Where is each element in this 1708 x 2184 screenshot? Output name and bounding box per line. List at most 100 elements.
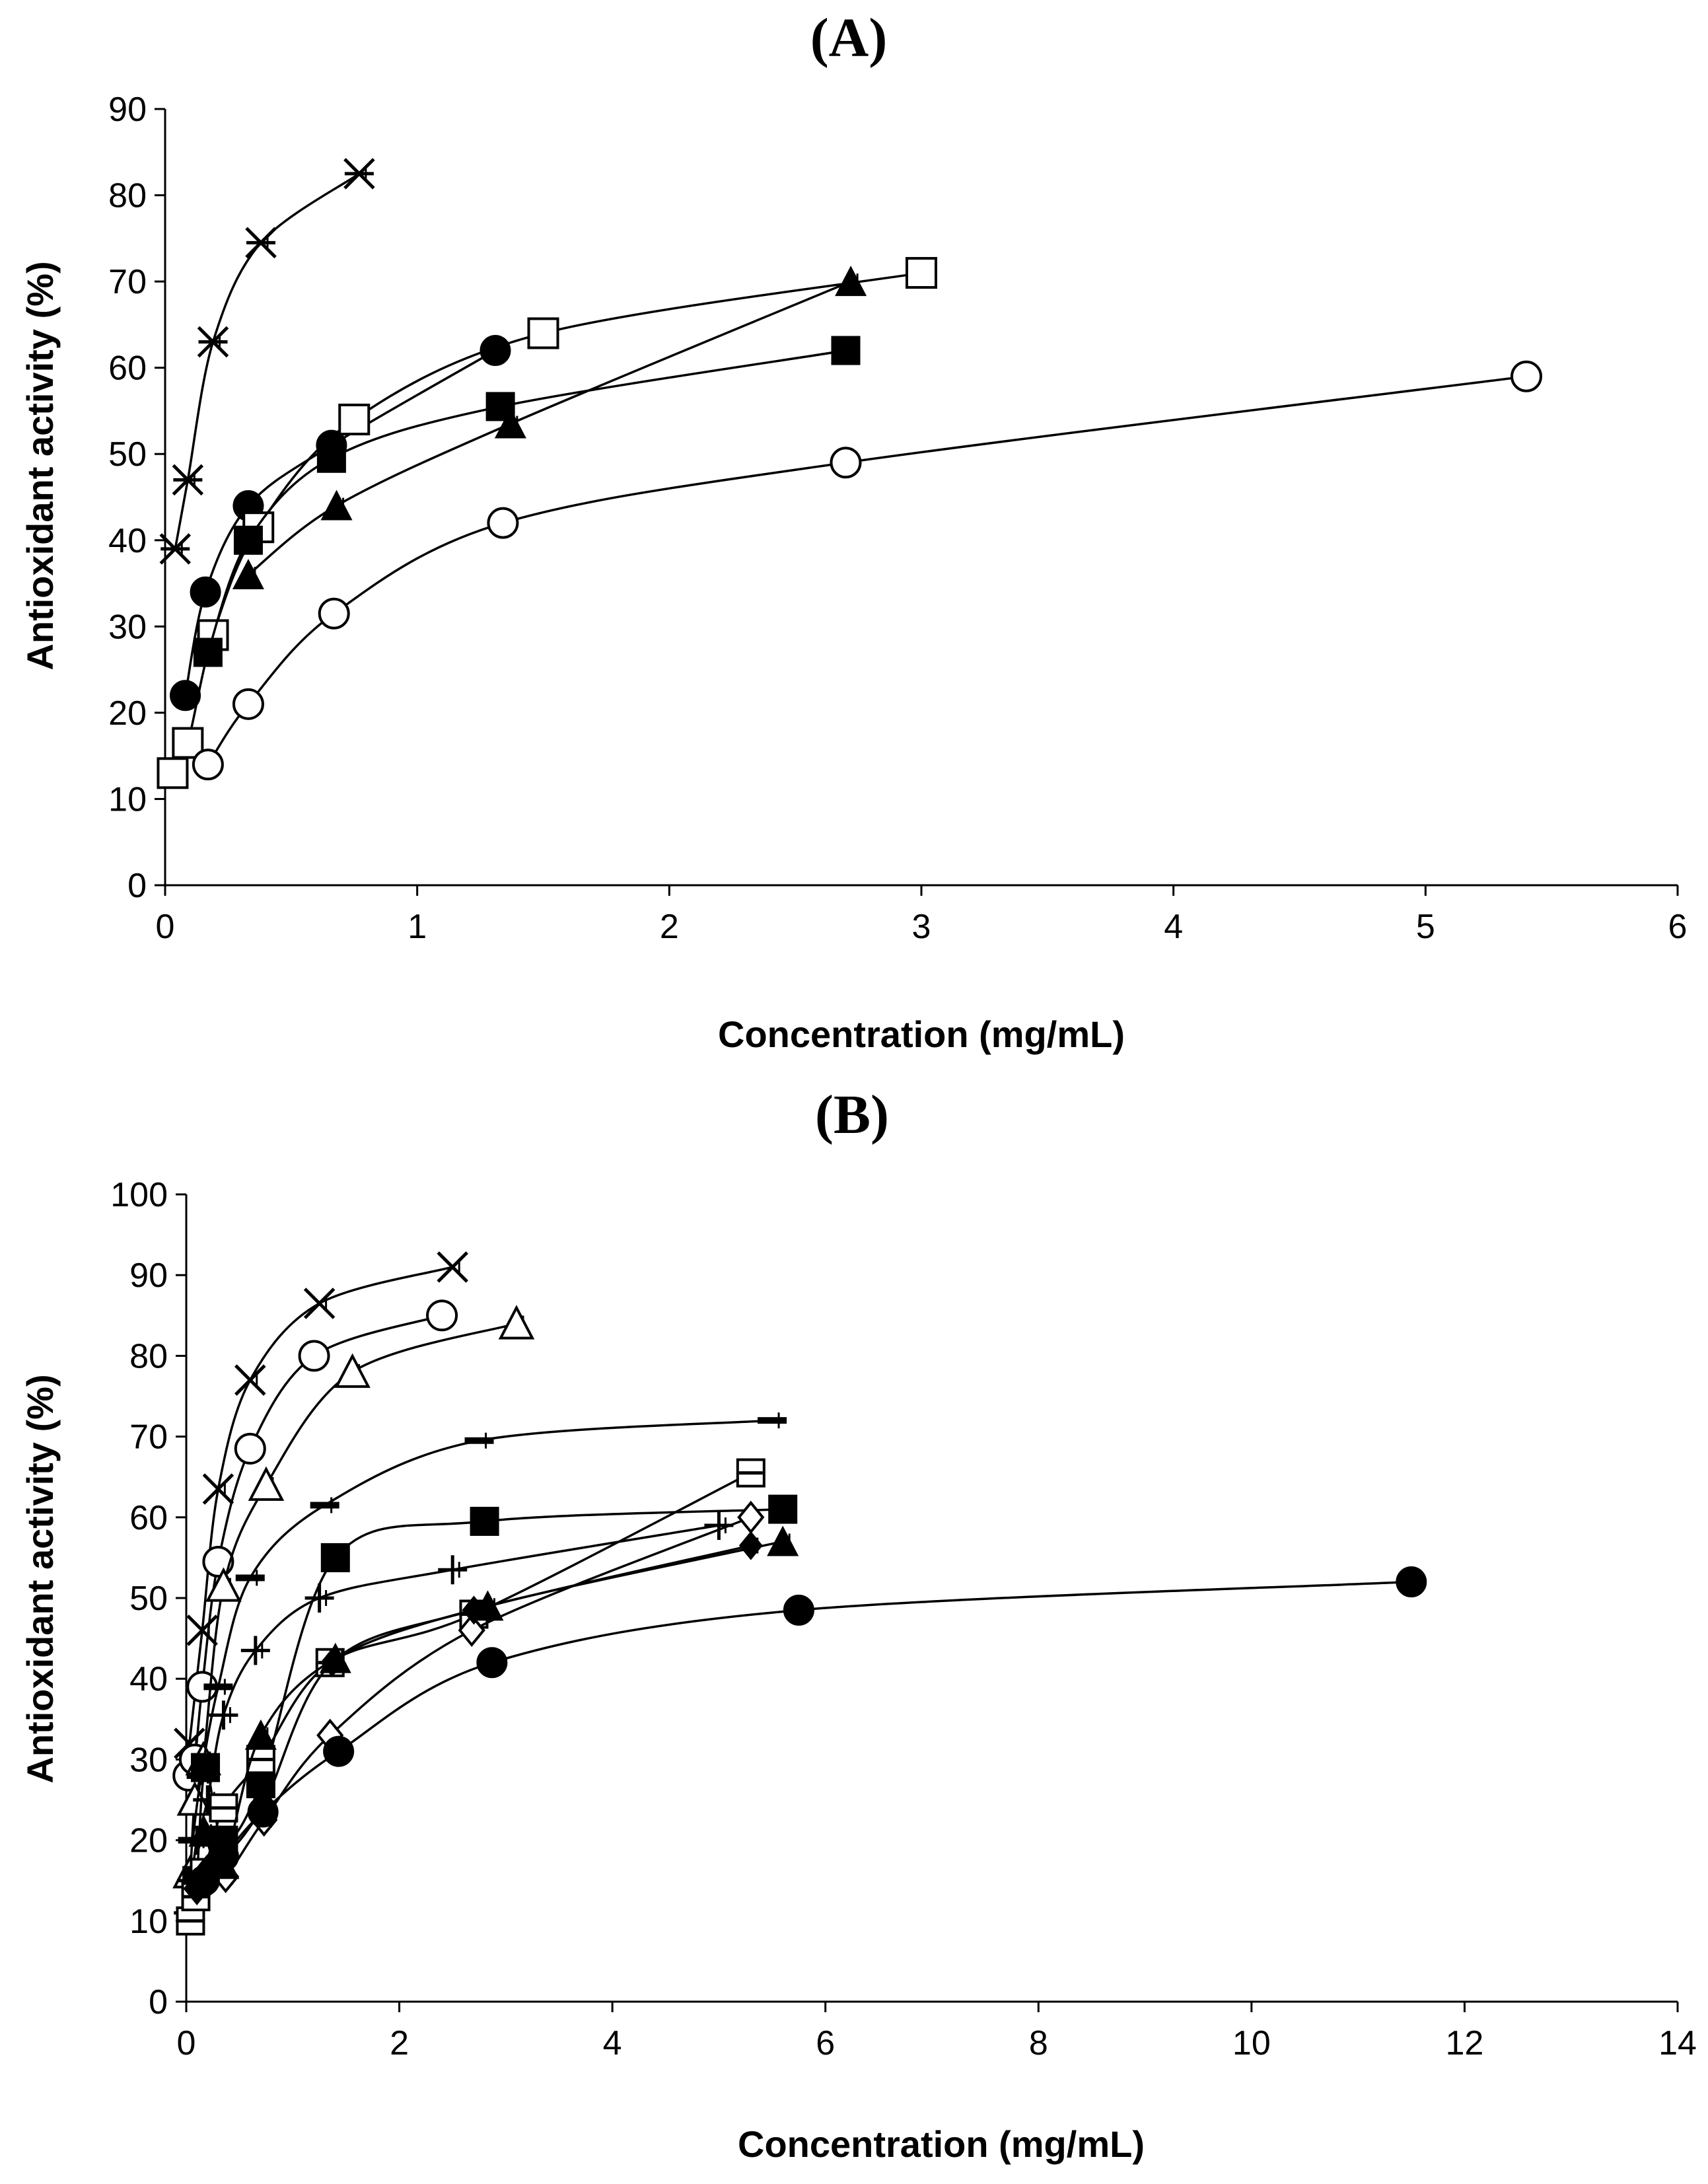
panel-b-data-point-plus — [304, 1583, 334, 1613]
panel-a-letter: (A) — [810, 7, 888, 69]
panel-a-x-axis-label: Concentration (mg/mL) — [718, 1013, 1125, 1055]
panel-b-data-point-filled-circle — [188, 1865, 220, 1897]
panel-a-data-point-filled-square — [233, 525, 263, 555]
panel-a-y-tick-label: 70 — [108, 263, 147, 301]
panel-a-data-point-asterisk — [172, 464, 204, 496]
panel-a-y-tick-label: 10 — [108, 780, 147, 819]
panel-b-data-point-boxed-minus — [176, 1906, 205, 1936]
panel-b-data-point-open-circle — [234, 1432, 266, 1465]
panel-b-series-line-filled-square — [196, 1508, 783, 1881]
panel-a-y-tick-label: 40 — [108, 522, 147, 560]
panel-a: (A) 0 10 20 30 40 50 60 70 80 90 0 1 2 3 4 5 6 Concentr… — [19, 7, 1687, 1055]
panel-b-data-point-filled-circle — [1396, 1566, 1427, 1598]
panel-a-y-tick-label: 50 — [108, 435, 147, 474]
panel-b-x-axis-label: Concentration (mg/mL) — [738, 2123, 1145, 2165]
panel-a-y-ticks: 0 10 20 30 40 50 60 70 80 90 — [108, 91, 165, 905]
panel-a-y-tick-label: 0 — [127, 867, 147, 905]
panel-a-data-point-filled-circle — [480, 335, 511, 367]
panel-a-data-point-filled-triangle — [835, 266, 867, 297]
panel-b-y-tick-label: 50 — [129, 1580, 168, 1618]
panel-a-series-line-filled-circle — [184, 349, 496, 696]
panel-a-data-point-filled-triangle — [494, 408, 526, 439]
panel-a-series-filled-triangle — [232, 266, 867, 589]
panel-b-x-tick-label: 2 — [390, 2024, 409, 2062]
panel-a-series-line-filled-square — [207, 349, 846, 653]
panel-b-y-tick-label: 10 — [129, 1903, 168, 1941]
panel-b-data-point-filled-triangle — [767, 1525, 799, 1556]
panel-b-y-ticks: 0 10 20 30 40 50 60 70 80 90 100 — [110, 1176, 186, 2021]
panel-b-data-point-dash — [464, 1437, 494, 1444]
panel-a-data-point-open-circle — [232, 688, 264, 720]
panel-b-series-open-circle — [172, 1299, 458, 1792]
panel-b-y-tick-label: 0 — [149, 1983, 168, 2021]
panel-a-data-point-filled-square — [316, 443, 346, 473]
panel-a-y-tick-label: 60 — [108, 349, 147, 388]
panel-a-data-point-open-circle — [487, 507, 519, 539]
panel-b-data-point-filled-square — [470, 1506, 499, 1536]
panel-b-data-point-dash — [310, 1502, 339, 1509]
panel-b-data-point-dash — [235, 1574, 265, 1582]
panel-b-series-line-open-diamond — [196, 1516, 752, 1890]
panel-a-x-tick-label: 3 — [912, 908, 931, 946]
panel-b-data-point-filled-triangle — [244, 1719, 277, 1750]
panel-b-data-point-filled-triangle — [472, 1590, 504, 1621]
panel-a-series-open-square — [157, 257, 937, 789]
panel-a-data-point-asterisk — [197, 326, 229, 358]
panel-a-data-point-open-circle — [1511, 360, 1542, 392]
panel-a-x-tick-label: 2 — [660, 908, 679, 946]
panel-b-data-point-filled-diamond — [738, 1531, 763, 1560]
panel-a-data-point-filled-square — [193, 637, 223, 667]
panel-a-x-ticks: 0 1 2 3 4 5 6 — [156, 885, 1687, 946]
panel-a-data-point-open-circle — [318, 597, 350, 630]
panel-a-y-axis-label: Antioxidant activity (%) — [19, 261, 61, 670]
panel-b-series-plus — [174, 1511, 734, 1928]
panel-a-y-tick-label: 90 — [108, 91, 147, 129]
panel-b-data-point-plus — [209, 1700, 238, 1730]
panel-a-y-tick-label: 20 — [108, 694, 147, 733]
panel-a-data-point-filled-square — [831, 336, 861, 365]
panel-b-y-tick-label: 80 — [129, 1337, 168, 1375]
panel-b-series-line-filled-triangle — [203, 1540, 783, 1869]
panel-a-series-line-open-circle — [207, 375, 1527, 766]
panel-b-data-point-open-circle — [426, 1299, 458, 1332]
panel-b-data-point-x — [234, 1364, 266, 1396]
panel-b-data-point-filled-triangle — [319, 1642, 351, 1673]
panel-b-x-tick-label: 0 — [177, 2024, 196, 2062]
panel-a-data-point-asterisk — [343, 158, 375, 190]
panel-b-data-point-filled-circle — [207, 1840, 239, 1872]
panel-a-data-point-filled-triangle — [320, 490, 353, 521]
panel-b-axes — [185, 1194, 1678, 2003]
panel-b-data-point-open-triangle — [334, 1353, 371, 1388]
panel-b-data-point-x — [186, 1615, 218, 1646]
panel-b-data-point-open-triangle — [205, 1567, 242, 1602]
panel-b: (B) 0 10 20 30 40 50 60 70 80 90 100 0 2 4 6 8 10 12 14 C… — [19, 1084, 1697, 2165]
panel-b-x-tick-label: 8 — [1029, 2024, 1048, 2062]
panel-b-y-tick-label: 60 — [129, 1499, 168, 1537]
panel-b-x-tick-label: 6 — [816, 2024, 835, 2062]
panel-b-y-tick-label: 20 — [129, 1822, 168, 1860]
panel-b-x-tick-label: 10 — [1232, 2024, 1271, 2062]
panel-b-data-point-x — [303, 1288, 336, 1319]
panel-b-data-point-filled-circle — [783, 1594, 814, 1626]
panel-b-series-filled-triangle — [188, 1525, 799, 1879]
panel-a-x-tick-label: 0 — [156, 908, 175, 946]
panel-b-y-axis-label: Antioxidant activity (%) — [19, 1374, 61, 1783]
panel-b-series-line-boxed-minus — [189, 1472, 752, 1922]
panel-b-data-point-plus — [438, 1555, 468, 1585]
panel-a-x-tick-label: 4 — [1164, 908, 1183, 946]
panel-a-series-asterisk — [159, 158, 375, 565]
panel-b-y-tick-label: 30 — [129, 1741, 168, 1779]
panel-b-data-point-open-circle — [202, 1546, 234, 1578]
panel-a-series-line-filled-triangle — [247, 280, 851, 576]
panel-b-data-point-x — [437, 1251, 468, 1283]
panel-b-data-point-dash — [758, 1417, 787, 1424]
panel-b-data-point-open-circle — [298, 1340, 330, 1372]
panel-a-data-point-open-circle — [192, 748, 224, 781]
panel-b-y-tick-label: 70 — [129, 1418, 168, 1457]
panel-b-series-line-dash — [191, 1419, 773, 1840]
panel-a-data-point-open-square — [527, 317, 559, 349]
panel-b-data-point-filled-square — [320, 1543, 350, 1572]
panel-b-data-point-filled-triangle — [188, 1816, 221, 1847]
panel-b-x-ticks: 0 2 4 6 8 10 12 14 — [177, 2002, 1697, 2062]
